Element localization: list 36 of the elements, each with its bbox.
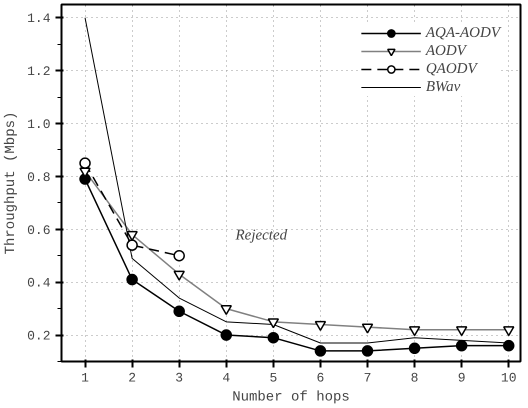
point: [314, 345, 326, 357]
x-tick-label: 2: [128, 370, 136, 386]
legend-label: AODV: [426, 42, 466, 60]
y-tick-label: 1.2: [27, 64, 50, 80]
y-tick-label: 0.2: [27, 328, 50, 344]
point: [408, 342, 420, 354]
point: [456, 340, 468, 352]
y-axis-title: Throughput (Mbps): [3, 112, 20, 254]
point: [220, 329, 232, 341]
x-tick-label: 6: [316, 370, 324, 386]
point: [79, 157, 91, 169]
x-tick-label: 1: [81, 370, 90, 386]
x-tick-label: 5: [269, 370, 278, 386]
legend-label: QAODV: [426, 60, 477, 78]
point: [126, 274, 138, 286]
x-tick-label: 9: [458, 370, 466, 386]
y-tick-label: 0.8: [27, 170, 50, 185]
point: [126, 239, 138, 251]
y-tick-label: 1.4: [27, 11, 51, 26]
x-tick-label: 7: [364, 370, 372, 386]
point: [173, 306, 185, 317]
point: [173, 250, 185, 262]
y-tick-label: 0.4: [27, 276, 51, 291]
annotation: Rejected: [234, 228, 288, 244]
x-tick-label: 3: [175, 370, 184, 386]
point: [362, 345, 374, 357]
y-tick-label: 0.6: [27, 222, 50, 238]
point: [268, 332, 280, 344]
y-tick-label: 1.0: [27, 117, 50, 132]
x-tick-label: 4: [222, 370, 230, 386]
legend-label: BWav: [426, 78, 460, 96]
x-axis-title: Number of hops: [232, 390, 350, 406]
legend-label: AQA-AODV: [426, 24, 500, 42]
x-tick-label: 10: [500, 370, 517, 386]
x-tick-label: 8: [410, 370, 418, 386]
point: [502, 340, 514, 352]
